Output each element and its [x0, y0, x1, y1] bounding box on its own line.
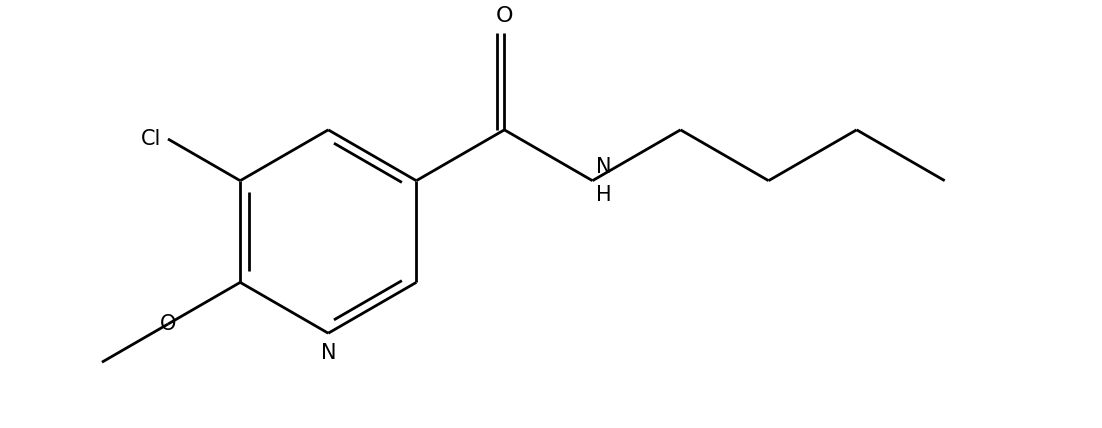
Text: O: O [160, 314, 176, 334]
Text: O: O [496, 6, 514, 27]
Text: H: H [596, 184, 612, 205]
Text: N: N [321, 343, 336, 363]
Text: N: N [596, 157, 612, 177]
Text: Cl: Cl [141, 129, 161, 149]
